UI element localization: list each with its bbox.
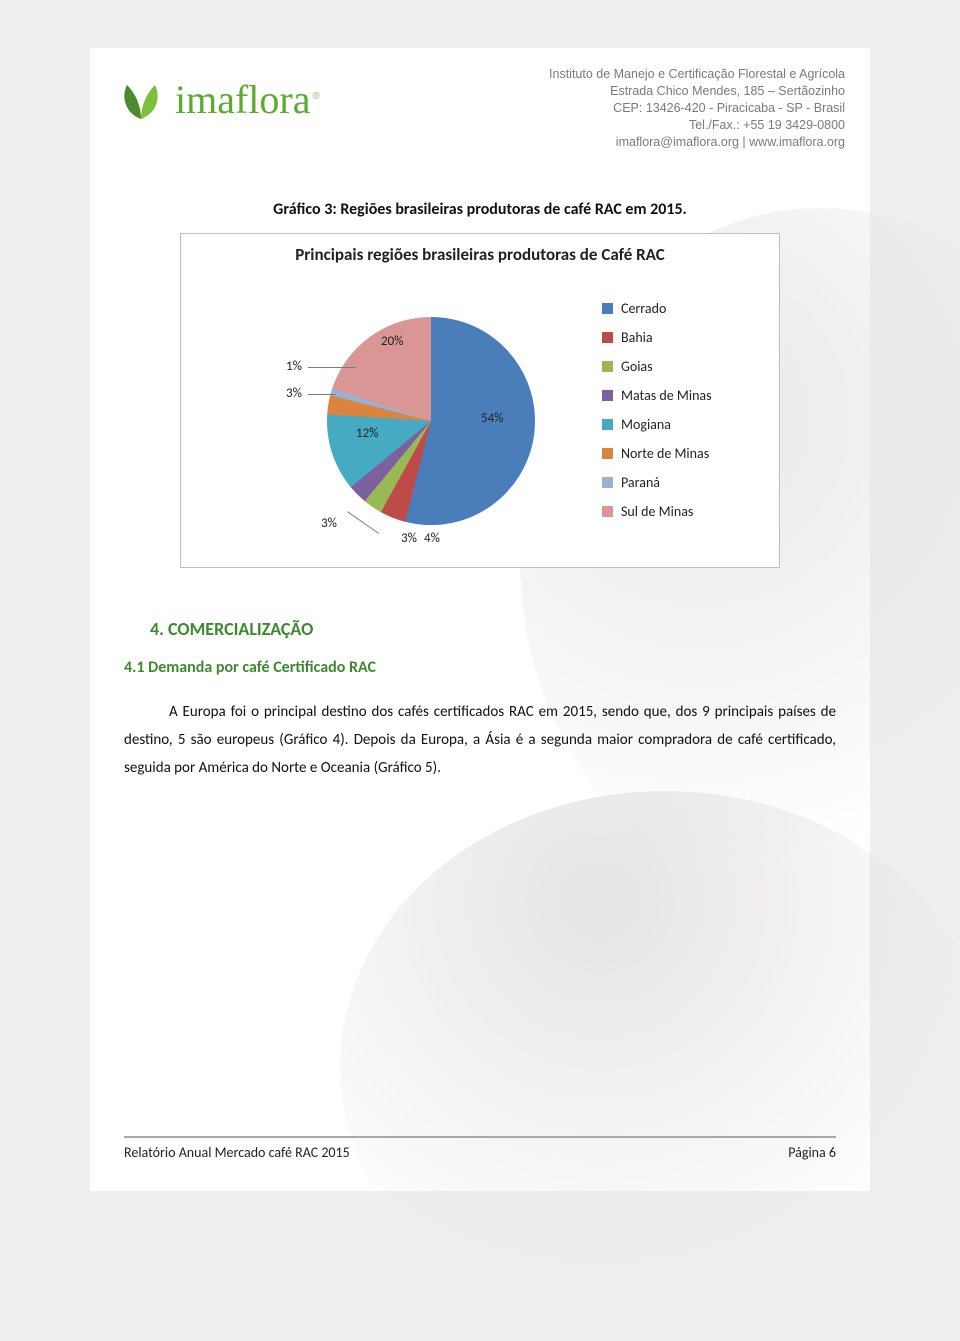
leader-line	[308, 367, 356, 368]
legend-label: Mogiana	[621, 416, 671, 433]
slice-label-goias: 3%	[401, 531, 417, 546]
legend-item: Sul de Minas	[602, 503, 757, 520]
section-heading: 4. COMERCIALIZAÇÃO	[150, 618, 870, 640]
header-address: Instituto de Manejo e Certificação Flore…	[549, 66, 845, 150]
legend-label: Norte de Minas	[621, 445, 709, 462]
chart-legend: Cerrado Bahia Goias Matas de Minas Mogiana No…	[602, 300, 757, 532]
chart-caption: Gráfico 3: Regiões brasileiras produtora…	[90, 200, 870, 219]
slice-label-cerrado: 54%	[481, 411, 503, 426]
logo-text: imaflora®	[175, 76, 320, 123]
footer-divider	[124, 1136, 836, 1138]
pie-chart: 54% 4% 3% 3% 12% 3% 1% 20%	[326, 316, 536, 526]
legend-item: Matas de Minas	[602, 387, 757, 404]
pie-graphic	[326, 316, 536, 526]
leader-line	[308, 394, 336, 395]
leaf-icon	[115, 79, 167, 121]
slice-label-matas: 3%	[321, 516, 337, 531]
page: imaflora® Instituto de Manejo e Certific…	[90, 48, 870, 1191]
legend-label: Paraná	[621, 474, 660, 491]
legend-label: Goias	[621, 358, 653, 375]
addr-line: Estrada Chico Mendes, 185 – Sertãozinho	[549, 83, 845, 100]
slice-label-sul: 20%	[381, 334, 403, 349]
chart-container: Principais regiões brasileiras produtora…	[180, 233, 780, 568]
legend-swatch	[602, 303, 613, 314]
legend-item: Mogiana	[602, 416, 757, 433]
addr-line: CEP: 13426-420 - Piracicaba - SP - Brasi…	[549, 100, 845, 117]
slice-label-mogiana: 12%	[356, 426, 378, 441]
legend-item: Bahia	[602, 329, 757, 346]
slice-label-parana: 1%	[286, 359, 302, 374]
slice-label-bahia: 4%	[424, 531, 440, 546]
legend-label: Sul de Minas	[621, 503, 693, 520]
chart-title: Principais regiões brasileiras produtora…	[181, 234, 779, 265]
bg-decor	[340, 791, 960, 1341]
legend-label: Cerrado	[621, 300, 666, 317]
legend-item: Paraná	[602, 474, 757, 491]
footer-right: Página 6	[788, 1144, 836, 1161]
legend-swatch	[602, 506, 613, 517]
legend-item: Goias	[602, 358, 757, 375]
addr-line: Tel./Fax.: +55 19 3429-0800	[549, 117, 845, 134]
legend-item: Cerrado	[602, 300, 757, 317]
legend-swatch	[602, 448, 613, 459]
footer-left: Relatório Anual Mercado café RAC 2015	[124, 1144, 350, 1161]
legend-swatch	[602, 390, 613, 401]
addr-line: Instituto de Manejo e Certificação Flore…	[549, 66, 845, 83]
body-paragraph: A Europa foi o principal destino dos caf…	[124, 699, 836, 782]
leader-line	[347, 512, 379, 535]
slice-label-norte: 3%	[286, 386, 302, 401]
legend-swatch	[602, 477, 613, 488]
legend-item: Norte de Minas	[602, 445, 757, 462]
page-header: imaflora® Instituto de Manejo e Certific…	[90, 48, 870, 158]
legend-swatch	[602, 332, 613, 343]
registered-icon: ®	[313, 91, 320, 102]
legend-label: Bahia	[621, 329, 653, 346]
page-footer: Relatório Anual Mercado café RAC 2015 Pá…	[124, 1136, 836, 1161]
logo: imaflora®	[115, 76, 320, 123]
section-subheading: 4.1 Demanda por café Certificado RAC	[124, 658, 870, 677]
legend-swatch	[602, 361, 613, 372]
legend-swatch	[602, 419, 613, 430]
legend-label: Matas de Minas	[621, 387, 712, 404]
addr-line: imaflora@imaflora.org | www.imaflora.org	[549, 134, 845, 151]
